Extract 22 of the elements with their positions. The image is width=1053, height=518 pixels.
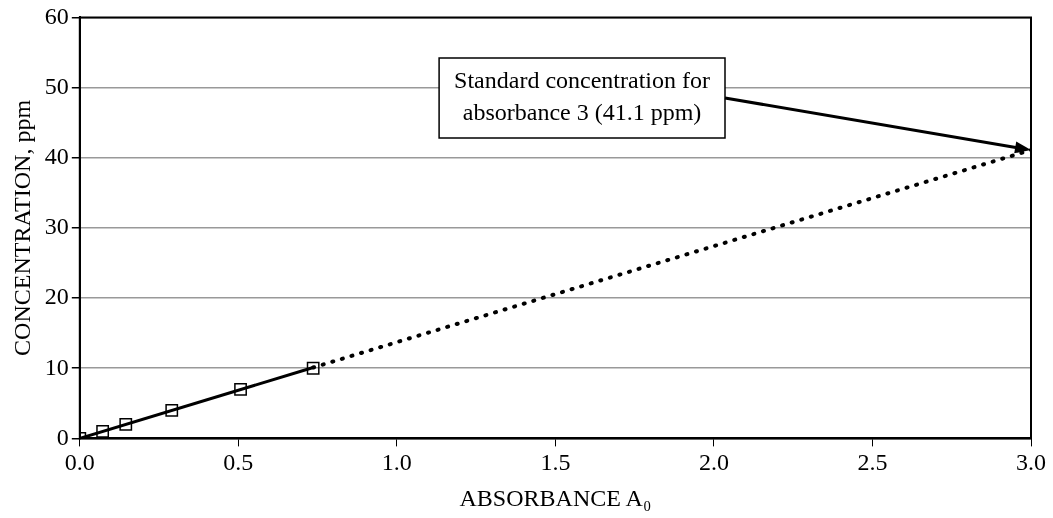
x-axis-title: ABSORBANCE A₀ — [459, 484, 652, 511]
x-tick-label: 1.5 — [540, 449, 571, 476]
x-tick-label: 3.0 — [1016, 449, 1046, 476]
point — [96, 424, 110, 438]
x-tick-label: 1.0 — [381, 449, 412, 476]
y-tick-label: 50 — [44, 72, 69, 99]
y-tick-label: 40 — [44, 143, 69, 170]
y-tick-label: 10 — [44, 353, 69, 380]
y-tick-label: 0 — [56, 423, 69, 450]
y-tick-label: 60 — [44, 2, 69, 29]
x-tick-label: 2.5 — [857, 449, 888, 476]
x-tick-label: 2.0 — [698, 449, 729, 476]
x-tick-label: 0.0 — [64, 449, 95, 476]
point — [234, 382, 247, 396]
y-axis-title: CONCENTRATION, ppm — [8, 99, 35, 356]
point — [119, 417, 133, 431]
x-tick-label: 0.5 — [223, 449, 254, 476]
y-tick-label: 20 — [44, 283, 69, 310]
point — [306, 361, 320, 375]
y-tick-label: 30 — [44, 213, 69, 240]
point — [165, 403, 179, 417]
annotation: Standard concentration for absorbance 3 (41.1 ppm) — [454, 67, 711, 126]
